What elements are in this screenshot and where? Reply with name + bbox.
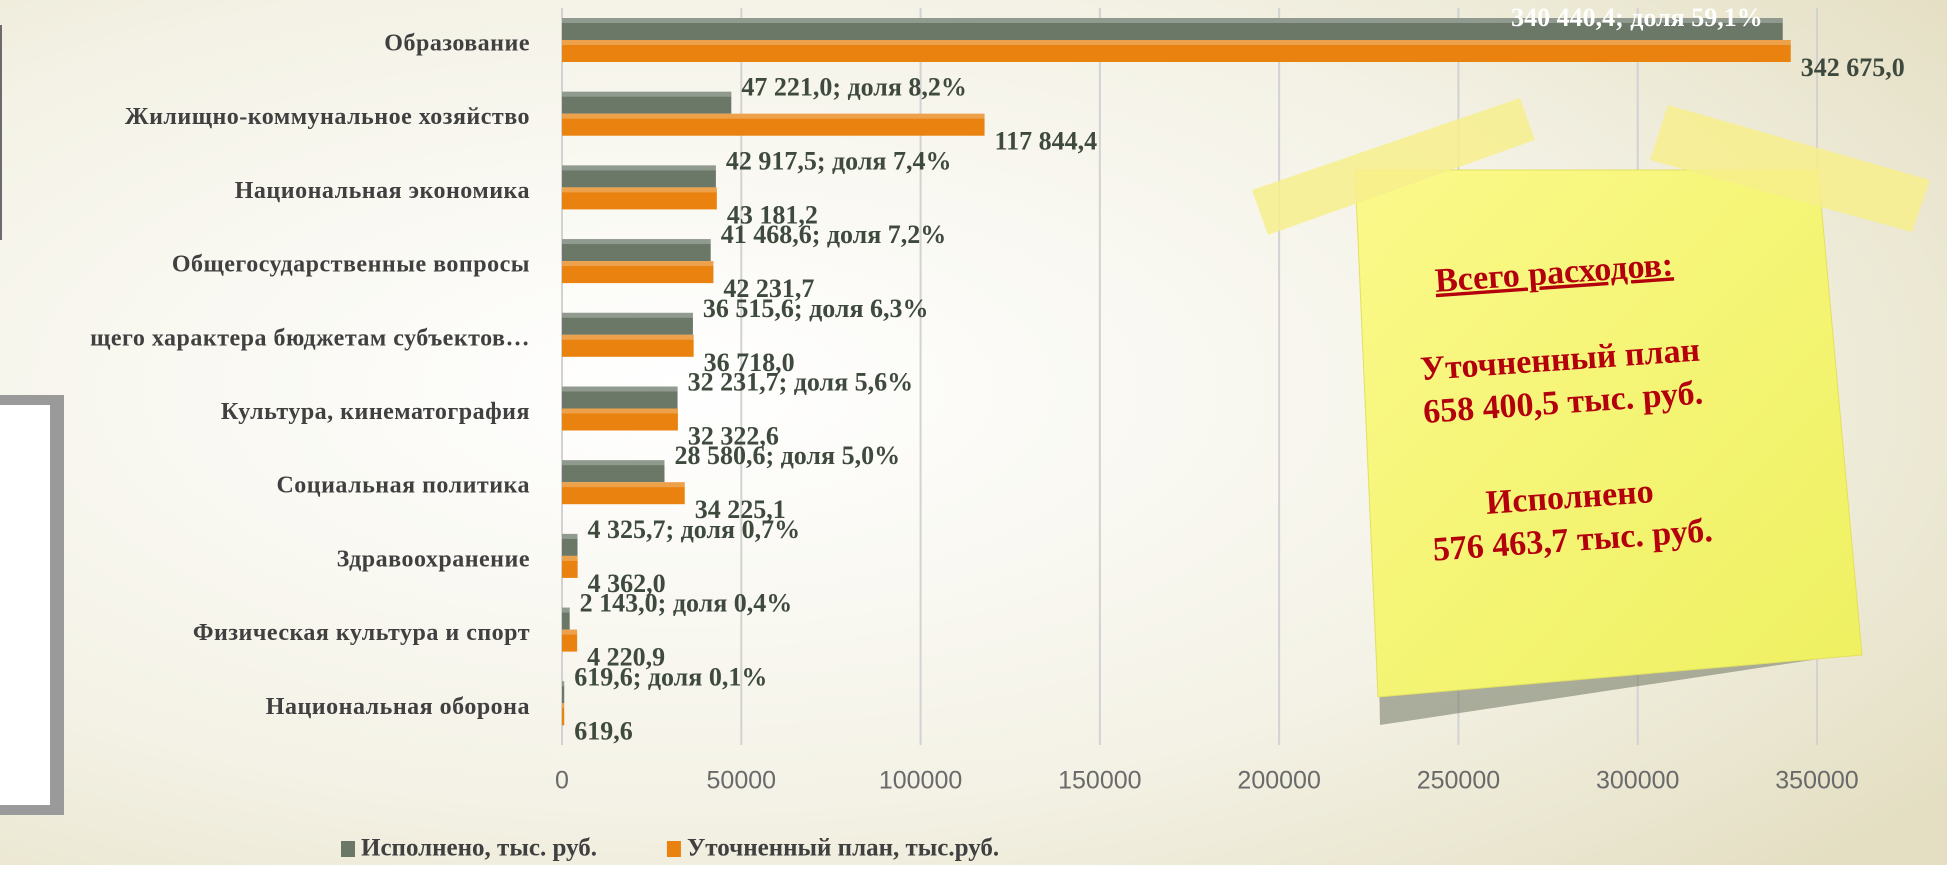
data-label: 340 440,4; доля 59,1% [1511,3,1763,32]
bar-highlight [562,187,717,193]
bar-highlight [562,681,565,687]
bar [562,703,565,726]
note-paper [1354,169,1863,698]
bar-highlight [562,629,578,635]
y-tick-label: Образование [384,31,530,57]
bar [562,681,565,704]
y-tick-label: Национальная экономика [235,178,530,204]
x-tick-label: 200000 [1237,767,1320,795]
bar-highlight [562,482,685,488]
bar [562,460,665,483]
bar [562,386,678,409]
bar [562,18,1783,40]
data-label: 28 580,6; доля 5,0% [674,441,900,470]
data-label: 342 675,0 [1801,53,1905,82]
bar-highlight [562,312,693,318]
data-label: 619,6 [574,716,633,745]
bar [562,607,570,630]
y-tick-label: Физическая культура и спорт [193,620,530,646]
bar [562,555,578,578]
bar-highlight [562,40,1791,45]
bar-highlight [562,555,578,561]
data-label: 117 844,4 [995,127,1098,156]
bar [562,40,1791,62]
x-tick-label: 150000 [1058,767,1141,795]
bar [562,408,678,431]
tape [1650,105,1930,232]
bar [562,533,578,556]
bar [562,187,717,210]
plot: 0 50000 100000 150000 200000 250000 300000 3500… [90,3,1905,862]
data-label: 4 220,9 [587,643,665,672]
data-label: 4 362,0 [588,569,666,598]
data-label: 36 515,6; доля 6,3% [703,294,929,323]
bar-highlight [562,113,985,119]
x-tick-label: 350000 [1775,767,1858,795]
x-tick-label: 100000 [879,767,962,795]
legend-label: Уточненный план, тыс.руб. [687,835,999,862]
y-tick-label: Национальная оборона [266,694,530,720]
data-label: 32 231,7; доля 5,6% [688,367,914,396]
data-label: 32 322,6 [688,421,779,450]
bar-highlight [562,239,711,245]
y-tick-label: Культура, кинематография [221,399,530,425]
data-label: 2 143,0; доля 0,4% [580,589,793,618]
y-tick-label: Жилищно-коммунальное хозяйство [125,104,530,130]
x-tick-label: 250000 [1417,767,1500,795]
bar-highlight [562,165,716,171]
x-tick-label: 300000 [1596,767,1679,795]
tape [1252,98,1535,235]
bar-highlight [562,91,732,97]
bar [562,113,985,136]
bar [562,334,694,357]
bar-highlight [562,533,578,539]
bar-highlight [562,607,570,613]
data-label: 34 225,1 [695,495,786,524]
data-label: 36 718,0 [704,348,795,377]
data-label: 42 231,7 [723,274,814,303]
y-tick-label: Здравоохранение [337,546,530,572]
bar [562,482,685,505]
data-label: 619,6; доля 0,1% [574,662,767,691]
x-tick-label: 0 [555,767,569,795]
bar-highlight [562,703,565,709]
bar [562,261,714,284]
legend-swatch [341,841,355,857]
data-label: 47 221,0; доля 8,2% [741,73,967,102]
bar-highlight [562,386,678,392]
legend-swatch [666,841,681,857]
legend-label: Исполнено, тыс. руб. [361,835,597,862]
y-tick-label: щего характера бюджетам субъектов… [90,325,530,351]
bar [562,239,711,262]
bar-highlight [562,261,714,267]
sticky-note: Всего расходов: Уточненный план 658 400,… [1252,98,1930,725]
data-label: 41 468,6; доля 7,2% [721,220,947,249]
data-label: 4 325,7; доля 0,7% [588,515,801,544]
y-tick-label: Общегосударственные вопросы [172,252,530,278]
bar-highlight [562,408,678,414]
bar-highlight [562,334,694,340]
bar [562,165,716,188]
bar-highlight [562,460,665,466]
bar-highlight [562,18,1783,23]
x-tick-label: 50000 [707,767,777,795]
side-frame-inner [0,405,50,805]
bar [562,91,732,114]
bar [562,629,578,652]
y-tick-label: Социальная политика [276,473,530,499]
data-label: 43 181,2 [727,200,818,229]
side-panel [0,25,2,240]
bar [562,312,693,335]
data-label: 42 917,5; доля 7,4% [726,146,952,175]
